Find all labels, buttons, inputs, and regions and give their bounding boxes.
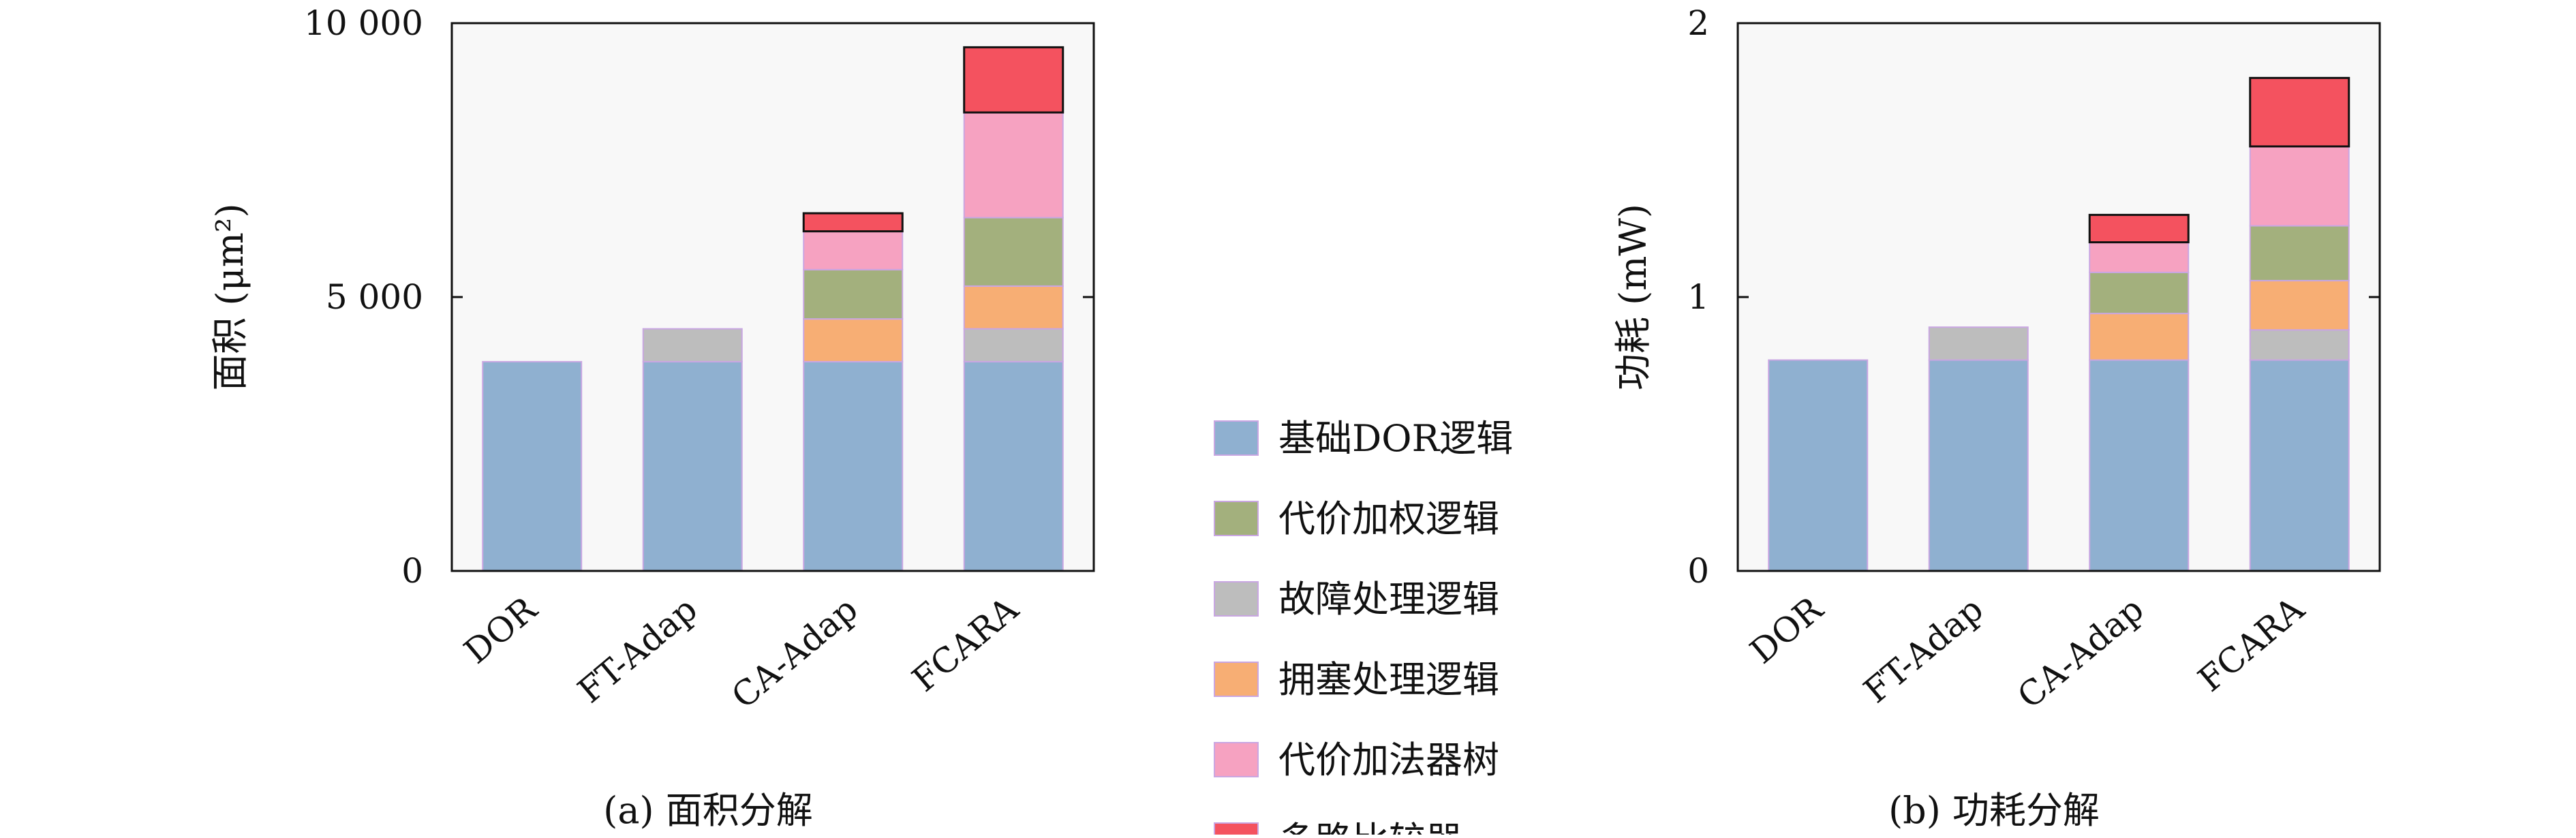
bar-segment-ca-adap-5	[2088, 213, 2190, 244]
legend-label-2: 故障处理逻辑	[1278, 578, 1499, 621]
chart-power-panel: DOR FT-Adap CA-Adap FCARA 0 1 2 功耗 (mW) (b) 功耗分解	[1612, 3, 2381, 832]
legend-label-3: 拥塞处理逻辑	[1278, 658, 1499, 701]
bar-segment-ft-adap-1	[642, 328, 743, 362]
bar-segment-fcara-2	[963, 285, 1064, 330]
bar-segment-ca-adap-5	[802, 212, 904, 233]
legend-swatch-4	[1214, 742, 1259, 777]
y-axis-label: 功耗 (mW)	[1612, 204, 1655, 390]
bar-segment-ca-adap-3	[803, 268, 904, 320]
bar-segment-ca-adap-0	[803, 360, 904, 572]
bar-segment-dor-0	[1768, 359, 1869, 572]
bar-segment-fcara-1	[963, 328, 1064, 362]
bar-segment-fcara-5	[2249, 76, 2350, 148]
legend-swatch-0	[1214, 420, 1259, 456]
bar-segment-fcara-4	[2249, 145, 2350, 227]
bar-segment-fcara-3	[963, 217, 1064, 287]
x-tick-label-fcara: FCARA	[905, 589, 1026, 700]
y-axis-label: 面积 (μm²)	[209, 203, 251, 390]
x-tick-label-fcara: FCARA	[2191, 589, 2312, 700]
bar-segment-ft-adap-0	[642, 360, 743, 572]
bar-segment-ca-adap-0	[2089, 359, 2190, 572]
chart-area-panel: DOR FT-Adap CA-Adap FCARA 0 5 000 10 000 面积 (μm…	[209, 3, 1095, 832]
y-tick-label: 2	[1687, 3, 1709, 43]
bar-segment-ca-adap-3	[2089, 271, 2190, 315]
y-tick-label: 1	[1687, 277, 1709, 317]
bar-segment-fcara-2	[2249, 279, 2350, 331]
y-tick-label: 10 000	[304, 3, 423, 43]
bar-segment-ca-adap-4	[803, 230, 904, 270]
bar-segment-fcara-3	[2249, 225, 2350, 281]
x-tick-label-ca-adap: CA-Adap	[2010, 589, 2151, 717]
x-tick-label-ft-adap: FT-Adap	[1856, 589, 1991, 711]
y-tick-label: 0	[401, 551, 423, 591]
panel-caption: (a) 面积分解	[603, 789, 813, 832]
bar-segment-fcara-0	[963, 360, 1064, 572]
x-tick-label-ft-adap: FT-Adap	[570, 589, 705, 711]
legend-label-4: 代价加法器树	[1278, 739, 1499, 781]
panel-caption: (b) 功耗分解	[1888, 789, 2100, 832]
x-tick-label-ca-adap: CA-Adap	[724, 589, 865, 717]
bar-segment-ca-adap-2	[803, 318, 904, 362]
legend-label-5: 多路比较器	[1278, 819, 1462, 835]
legend-label-0: 基础DOR逻辑	[1278, 417, 1513, 460]
bar-segment-dor-0	[482, 360, 583, 572]
bar-segment-ft-adap-0	[1928, 359, 2029, 572]
x-tick-label-dor: DOR	[1743, 589, 1830, 672]
y-tick-label: 0	[1687, 551, 1709, 591]
bar-segment-fcara-1	[2249, 329, 2350, 361]
legend-label-1: 代价加权逻辑	[1278, 497, 1499, 540]
legend-swatch-2	[1214, 581, 1259, 617]
bar-segment-ca-adap-4	[2089, 241, 2190, 273]
legend-swatch-3	[1214, 662, 1259, 697]
bar-segment-ca-adap-2	[2089, 313, 2190, 361]
bar-segment-fcara-5	[963, 46, 1064, 114]
x-tick-label-dor: DOR	[457, 589, 545, 672]
bar-segment-fcara-0	[2249, 359, 2350, 572]
bar-segment-fcara-4	[963, 112, 1064, 219]
legend-swatch-1	[1214, 501, 1259, 536]
y-tick-label: 5 000	[326, 277, 423, 317]
bar-segment-ft-adap-1	[1928, 326, 2029, 361]
legend: 基础DOR逻辑代价加权逻辑故障处理逻辑拥塞处理逻辑代价加法器树多路比较器	[1214, 417, 1513, 838]
legend-swatch-5	[1214, 822, 1259, 838]
